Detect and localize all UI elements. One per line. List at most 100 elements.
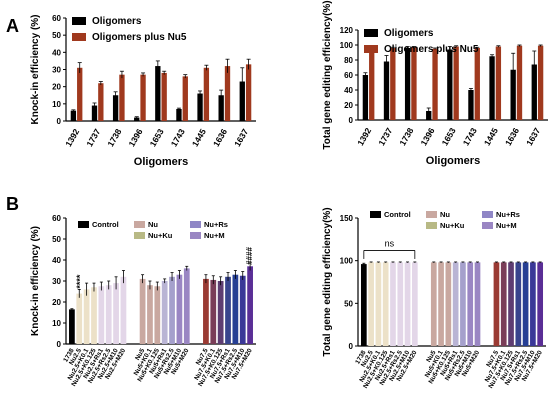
x-tick-label: 1637 [232, 127, 250, 149]
y-tick-label: 30 [52, 277, 61, 286]
bar [493, 262, 500, 346]
bar-oligomers-nu5 [140, 74, 146, 121]
bar [382, 262, 389, 346]
panel-label-b: B [6, 194, 19, 214]
bar-oligomers-nu5 [245, 64, 252, 121]
bar [467, 262, 474, 346]
bar [474, 262, 481, 346]
chart-a-knockin: 0 10 20 30 40 50 60 Knock-in efficiency (%) 1392… [30, 14, 256, 168]
y-tick-label: 120 [340, 26, 354, 35]
bar-oligomers [197, 93, 203, 121]
y-axis-label: Total gene editing efficiency(%) [322, 207, 333, 356]
bar-oligomers-nu5 [119, 74, 125, 121]
bar [537, 262, 544, 346]
chart-b-total: 0 50 100 150 Total gene editing efficiency(%… [322, 207, 546, 390]
bar [247, 266, 253, 344]
legend-label: Control [92, 220, 119, 229]
bar-oligomers-nu5 [474, 48, 480, 120]
bar [98, 286, 105, 344]
y-tick-label: 150 [340, 214, 354, 223]
bar [239, 275, 246, 344]
legend-swatch [364, 29, 378, 37]
y-tick-label: 20 [344, 101, 353, 110]
y-axis-label: Total gene editing efficiency(%) [322, 0, 333, 149]
bar [438, 262, 444, 346]
x-tick-label: 1738 [397, 126, 415, 148]
significance-marker: #### [245, 247, 254, 265]
bar-oligomers-nu5 [224, 66, 231, 121]
bar-oligomers [383, 61, 390, 120]
y-tick-label: 60 [52, 214, 61, 223]
bar-oligomers [489, 56, 495, 120]
bar [217, 281, 224, 344]
legend-label: Oligomers [92, 16, 142, 27]
bar-oligomers [447, 49, 453, 120]
significance-marker: ns [385, 238, 395, 248]
legend-label: Nu+Rs [204, 220, 228, 229]
bar-oligomers [218, 95, 224, 121]
bar [183, 268, 190, 344]
legend-swatch [72, 17, 86, 25]
x-tick-label: 1396 [126, 127, 144, 149]
y-tick-label: 0 [57, 340, 62, 349]
y-tick-label: 20 [52, 83, 61, 92]
y-tick-label: 0 [349, 342, 354, 351]
y-tick-label: 40 [52, 256, 61, 265]
y-tick-label: 50 [344, 299, 353, 308]
legend-swatch [190, 221, 201, 228]
bar-oligomers [510, 69, 516, 120]
bar-oligomers-nu5 [161, 72, 167, 121]
bar [120, 276, 127, 344]
x-tick-label: 1737 [376, 126, 394, 148]
legend-swatch [482, 211, 493, 218]
bar-oligomers [404, 48, 411, 120]
bar-oligomers-nu5 [182, 76, 188, 121]
y-tick-label: 0 [349, 116, 354, 125]
bar [225, 276, 231, 344]
legend-label: Nu+M [496, 221, 517, 230]
bar-oligomers-nu5 [203, 67, 210, 121]
legend-swatch [134, 221, 145, 228]
bar [397, 262, 404, 346]
x-tick-label: 1653 [148, 127, 166, 149]
bar [69, 309, 75, 344]
bar [404, 262, 411, 346]
x-tick-label: 1636 [503, 126, 521, 148]
x-tick-label: 1636 [211, 127, 229, 149]
x-tick-label: 1445 [190, 127, 208, 149]
legend-swatch [364, 45, 378, 53]
bar-oligomers [70, 110, 77, 121]
legend-swatch [134, 232, 145, 239]
y-tick-label: 60 [52, 14, 61, 23]
legend-label: Nu [440, 210, 450, 219]
legend-label: Nu+Ku [148, 231, 173, 240]
bar [368, 262, 374, 346]
bar-oligomers [239, 81, 245, 121]
bar [83, 289, 90, 344]
bar [210, 279, 217, 344]
bar-oligomers [362, 75, 369, 120]
bar-oligomers-nu5 [495, 46, 502, 120]
y-tick-label: 100 [340, 257, 354, 266]
bar [147, 285, 153, 344]
bar-oligomers [531, 64, 537, 120]
bar [161, 281, 168, 344]
legend-label: Nu+M [204, 231, 225, 240]
y-tick-label: 10 [52, 319, 61, 328]
bar [105, 285, 112, 344]
bar-oligomers [426, 111, 432, 120]
y-axis-label: Knock-in efficiency (%) [30, 226, 41, 336]
x-axis-label: Oligomers [134, 156, 188, 168]
legend-label: Oligomers plus Nu5 [384, 44, 479, 55]
y-tick-label: 30 [52, 66, 61, 75]
bar [360, 264, 367, 346]
bar-oligomers-nu5 [516, 45, 523, 120]
bar [522, 262, 529, 346]
bar [232, 274, 239, 344]
y-tick-label: 50 [52, 31, 61, 40]
bar [176, 274, 183, 344]
bar-oligomers [91, 105, 98, 121]
bar [113, 283, 119, 344]
